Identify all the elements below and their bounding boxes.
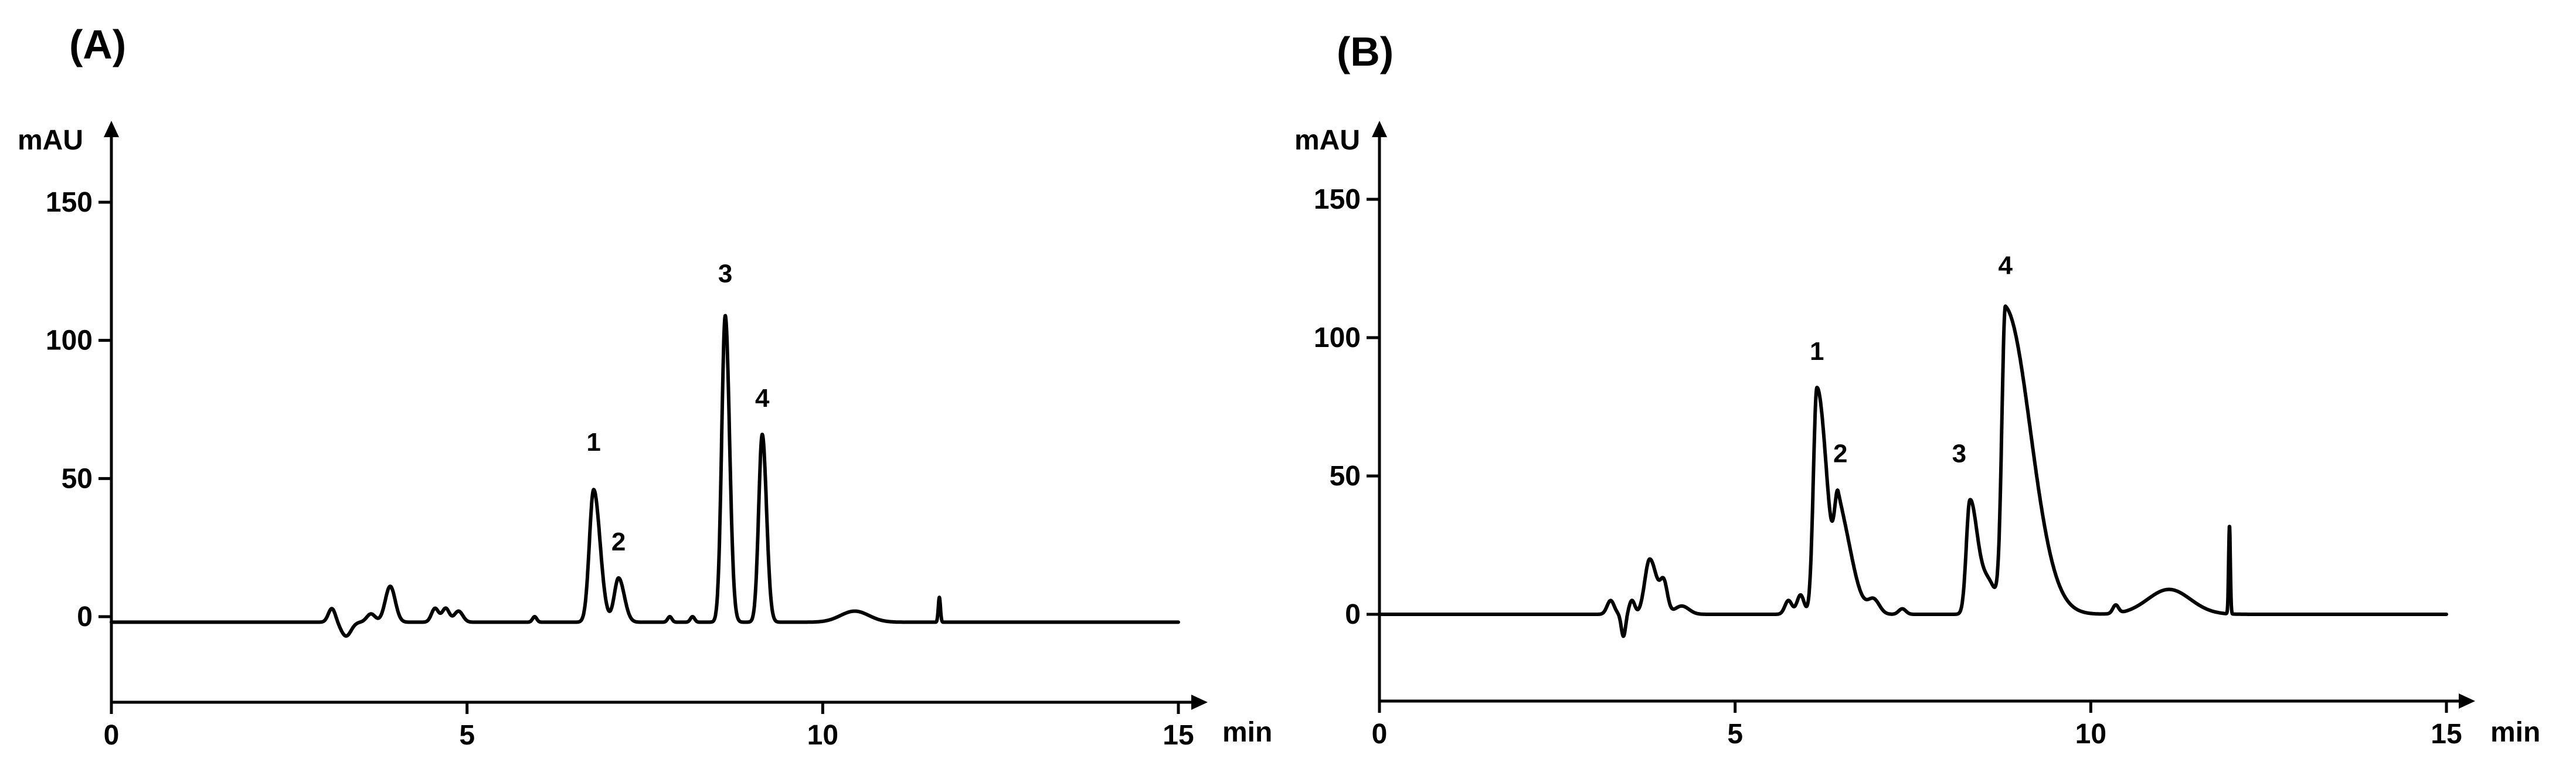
panel-a: (A) mAU min 0 50 100 150 0 5 10 15 1 2 3 4 [18,22,1272,751]
peak-label-3: 3 [718,260,732,288]
x-tick-label: 10 [2075,719,2106,750]
y-axis-arrow [104,121,119,137]
x-tick-label: 0 [1372,719,1388,750]
y-tick-label: 100 [46,325,93,356]
peak-label-2: 2 [1833,439,1847,468]
y-tick-label: 50 [62,463,93,494]
peak-label-1: 1 [586,428,600,457]
y-tick-label: 0 [77,601,93,632]
panel-label: (B) [1337,29,1394,74]
x-tick-label: 10 [807,720,838,751]
peak-label-1: 1 [1810,337,1824,366]
y-tick-label: 150 [1314,184,1361,215]
y-tick-label: 50 [1330,461,1361,492]
x-tick-label: 5 [1727,719,1743,750]
y-axis-arrow [1372,121,1387,137]
peak-label-4: 4 [755,384,770,413]
x-axis-arrow [1191,695,1208,710]
x-tick-label: 0 [104,720,120,751]
x-tick-label: 15 [1163,720,1194,751]
x-axis-arrow [2459,693,2475,709]
x-axis-unit: min [2490,717,2540,748]
panel-b: (B) mAU min 0 50 100 150 0 5 10 15 1 2 3 4 [1294,29,2540,750]
y-tick-label: 0 [1345,599,1361,630]
chromatogram-trace [110,314,1180,638]
y-axis-unit: mAU [18,125,83,156]
x-axis-unit: min [1222,717,1272,748]
chromatogram-trace [1378,304,2448,638]
panel-label: (A) [69,22,126,67]
peak-label-3: 3 [1952,439,1966,468]
x-tick-label: 15 [2431,719,2462,750]
peak-label-4: 4 [1998,251,2013,280]
y-tick-label: 150 [46,187,93,218]
x-tick-label: 5 [459,720,475,751]
y-axis-unit: mAU [1294,125,1360,156]
peak-label-2: 2 [611,528,626,556]
y-tick-label: 100 [1314,322,1361,353]
